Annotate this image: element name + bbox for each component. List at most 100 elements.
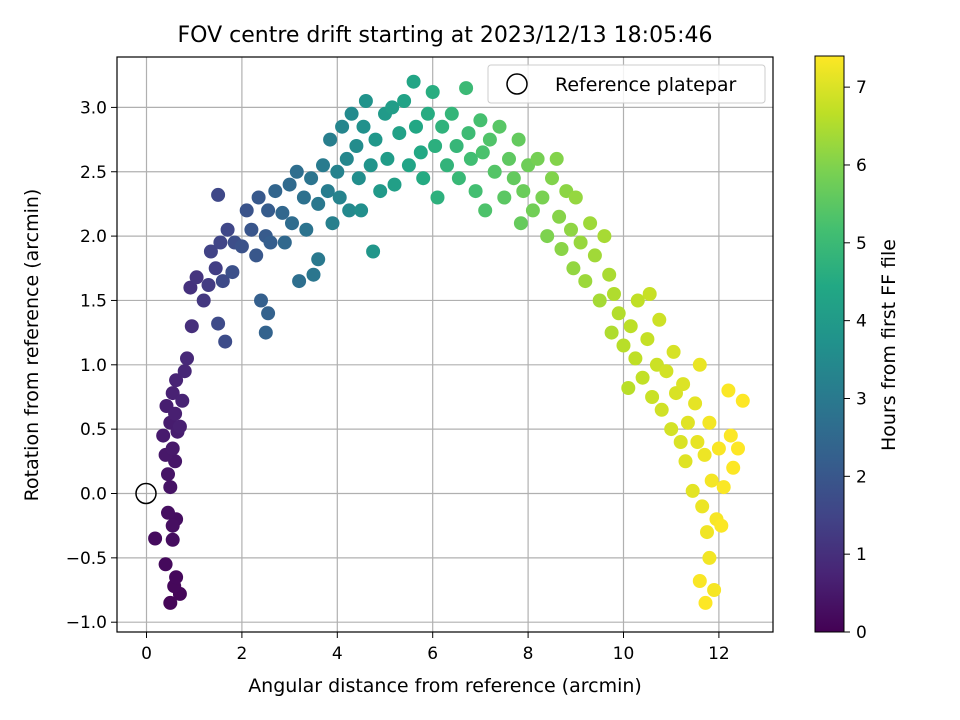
data-point — [697, 447, 712, 462]
data-point — [630, 293, 645, 308]
data-point — [468, 184, 483, 199]
data-point — [607, 287, 621, 301]
data-point — [254, 293, 268, 308]
data-point — [525, 203, 540, 218]
y-tick-label: −1.0 — [66, 613, 107, 633]
data-point — [592, 293, 607, 308]
data-point — [513, 216, 528, 231]
data-point — [366, 244, 381, 259]
x-axis-label: Angular distance from reference (arcmin) — [248, 675, 642, 697]
x-tick-label: 2 — [236, 644, 247, 664]
data-point — [239, 203, 254, 218]
data-point — [332, 190, 347, 205]
data-point — [351, 171, 366, 186]
data-point — [244, 222, 259, 237]
colorbar-tick-label: 2 — [856, 467, 867, 487]
data-point — [211, 316, 226, 331]
data-point — [714, 518, 729, 533]
data-point — [461, 126, 476, 141]
data-point — [623, 319, 638, 334]
data-point — [261, 203, 276, 218]
colorbar-tick-label: 6 — [856, 156, 867, 176]
data-point — [251, 190, 266, 205]
data-point — [344, 106, 359, 121]
data-point — [148, 531, 163, 546]
data-point — [642, 287, 657, 301]
data-point — [416, 171, 431, 186]
data-point — [165, 441, 180, 456]
data-point — [645, 390, 660, 404]
y-tick-label: 1.0 — [80, 356, 107, 376]
data-point — [169, 373, 184, 388]
data-point — [478, 203, 493, 218]
data-point — [492, 119, 507, 134]
data-point — [435, 119, 450, 134]
data-point — [676, 377, 691, 392]
data-point — [602, 267, 617, 282]
data-point — [698, 595, 713, 610]
data-point — [161, 505, 175, 520]
y-tick-label: −0.5 — [66, 549, 107, 569]
data-point — [475, 145, 490, 160]
plot-frame — [116, 56, 774, 633]
colorbar-tick-label: 0 — [856, 623, 867, 643]
data-point — [330, 164, 345, 179]
data-point — [685, 483, 700, 498]
data-point — [695, 499, 710, 514]
data-point — [735, 393, 750, 408]
data-point — [184, 319, 199, 334]
data-point — [380, 151, 395, 166]
data-point — [540, 229, 555, 244]
data-point — [568, 190, 583, 205]
data-point — [213, 235, 228, 250]
data-point — [704, 473, 719, 488]
data-point — [731, 441, 745, 456]
data-point — [530, 151, 545, 166]
data-point — [487, 164, 502, 179]
data-point — [506, 171, 521, 186]
data-point — [277, 235, 292, 250]
data-point — [163, 595, 178, 610]
data-point — [401, 158, 416, 173]
y-tick-label: 2.5 — [80, 163, 107, 183]
x-tick-label: 0 — [141, 644, 152, 664]
data-point — [678, 454, 693, 469]
data-point — [463, 151, 478, 166]
data-point — [316, 158, 330, 173]
data-point — [511, 132, 526, 147]
data-point — [516, 184, 531, 199]
data-point — [201, 278, 216, 292]
data-point — [339, 151, 354, 166]
data-point — [156, 428, 171, 443]
chart-title: FOV centre drift starting at 2023/12/13 … — [178, 23, 713, 48]
colorbar-gradient — [814, 55, 845, 633]
data-point — [203, 244, 218, 259]
data-point — [363, 158, 378, 173]
data-point — [373, 184, 388, 199]
data-point — [325, 216, 340, 231]
data-point — [165, 518, 180, 533]
x-tick-label: 8 — [523, 644, 534, 664]
data-point — [323, 132, 338, 147]
data-point — [654, 402, 669, 417]
data-point — [549, 151, 564, 166]
data-point — [425, 85, 440, 99]
data-point — [711, 441, 726, 456]
data-point — [702, 550, 717, 565]
legend: Reference platepar — [487, 64, 766, 104]
y-tick-label: 2.0 — [80, 227, 107, 247]
data-point — [234, 239, 249, 254]
data-point — [177, 364, 192, 379]
data-point — [545, 171, 559, 186]
colorbar-ticks: 0 1 2 3 4 5 6 7 — [844, 78, 867, 643]
data-point — [554, 242, 569, 256]
data-point — [502, 151, 516, 166]
data-point — [311, 196, 326, 211]
data-point — [497, 190, 512, 205]
x-tick-label: 6 — [427, 644, 438, 664]
data-point — [289, 164, 304, 179]
data-point — [688, 396, 703, 411]
data-point — [358, 94, 373, 108]
data-point — [268, 184, 283, 199]
